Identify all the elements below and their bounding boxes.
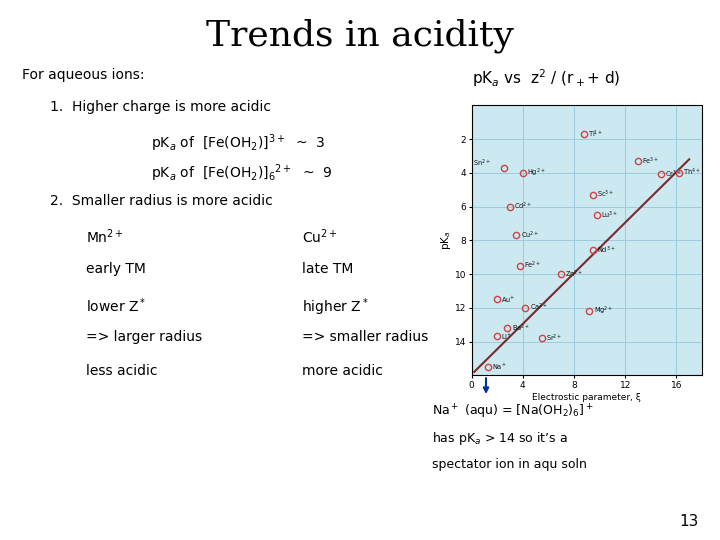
Text: Sc$^{3+}$: Sc$^{3+}$ [598,189,615,200]
Text: pK$_a$ vs  z$^2$ / (r$_+$+ d): pK$_a$ vs z$^2$ / (r$_+$+ d) [472,68,620,89]
Text: late TM: late TM [302,262,354,276]
Text: 1.  Higher charge is more acidic: 1. Higher charge is more acidic [50,100,271,114]
X-axis label: Electrostic parameter, ξ: Electrostic parameter, ξ [532,393,642,402]
Y-axis label: pK$_a$: pK$_a$ [439,231,453,250]
Text: Sr$^{2+}$: Sr$^{2+}$ [546,333,562,344]
Text: more acidic: more acidic [302,364,383,378]
Text: has pK$_a$ > 14 so it’s a: has pK$_a$ > 14 so it’s a [432,430,568,447]
Text: Ca$^{2+}$: Ca$^{2+}$ [529,302,548,313]
Text: early TM: early TM [86,262,146,276]
Text: Ba$^{2+}$: Ba$^{2+}$ [512,322,530,334]
Text: Hg$^{2+}$: Hg$^{2+}$ [527,167,546,179]
Text: Th$^{4+}$: Th$^{4+}$ [683,167,701,178]
Text: Sn$^{2+}$: Sn$^{2+}$ [473,158,491,169]
Text: Mg$^{2+}$: Mg$^{2+}$ [593,305,613,318]
Text: lower Z$^*$: lower Z$^*$ [86,296,147,314]
Text: Fe$^{2+}$: Fe$^{2+}$ [524,260,541,271]
Text: less acidic: less acidic [86,364,158,378]
Text: Tl$^{1+}$: Tl$^{1+}$ [588,129,603,140]
Text: Li$^{+}$: Li$^{+}$ [501,332,513,342]
Text: Cr$^{3+}$: Cr$^{3+}$ [665,169,682,180]
Text: Nd$^{3+}$: Nd$^{3+}$ [598,245,616,256]
Text: pK$_a$ of  [Fe(OH$_2$)]$^{3+}$  ~  3: pK$_a$ of [Fe(OH$_2$)]$^{3+}$ ~ 3 [151,132,325,154]
Text: => smaller radius: => smaller radius [302,330,428,344]
Text: pK$_a$ of  [Fe(OH$_2$)]$_6$$^{2+}$  ~  9: pK$_a$ of [Fe(OH$_2$)]$_6$$^{2+}$ ~ 9 [151,162,333,184]
Text: 13: 13 [679,514,698,529]
Text: Trends in acidity: Trends in acidity [206,19,514,53]
Text: Cd$^{2+}$: Cd$^{2+}$ [514,201,532,212]
Text: Na$^+$ (aqu) = [Na(OH$_2$)$_6$]$^+$: Na$^+$ (aqu) = [Na(OH$_2$)$_6$]$^+$ [432,402,594,421]
Text: Fe$^{3+}$: Fe$^{3+}$ [642,156,660,167]
Text: Cu$^{2+}$: Cu$^{2+}$ [521,230,539,241]
Text: => larger radius: => larger radius [86,330,202,344]
Text: Cu$^{2+}$: Cu$^{2+}$ [302,228,338,246]
Text: Lu$^{3+}$: Lu$^{3+}$ [601,210,618,221]
Text: spectator ion in aqu soln: spectator ion in aqu soln [432,458,587,471]
Text: Na$^+$: Na$^+$ [492,362,508,372]
Text: For aqueous ions:: For aqueous ions: [22,68,144,82]
Text: 2.  Smaller radius is more acidic: 2. Smaller radius is more acidic [50,194,273,208]
Text: higher Z$^*$: higher Z$^*$ [302,296,369,318]
Text: Mn$^{2+}$: Mn$^{2+}$ [86,228,125,246]
Text: Au$^{+}$: Au$^{+}$ [501,294,516,305]
Text: Zn$^{2+}$: Zn$^{2+}$ [565,268,583,280]
